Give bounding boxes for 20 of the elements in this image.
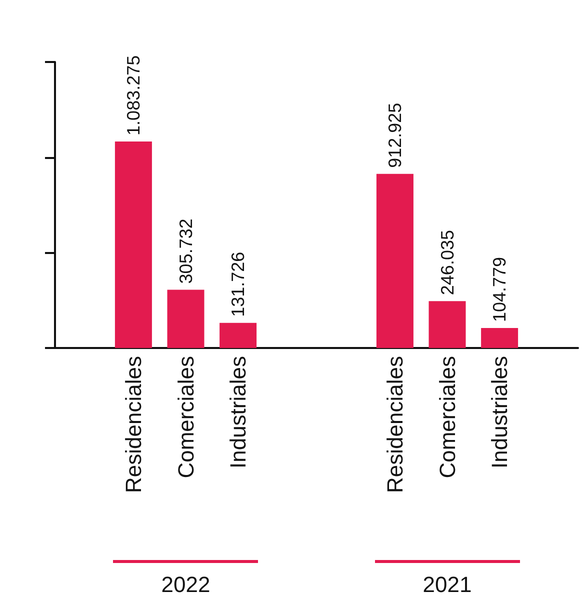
- bar: [428, 301, 466, 348]
- x-tick-label: Comerciales: [173, 356, 198, 478]
- x-tick-label: Comerciales: [434, 356, 460, 478]
- x-tick-label: Residenciales: [382, 356, 408, 493]
- bar: [167, 290, 204, 348]
- bar: [114, 141, 152, 348]
- text: 2021: [422, 572, 472, 598]
- bar: [481, 328, 518, 348]
- data-label: 131.726: [228, 252, 248, 317]
- x-tick-label: Residenciales: [120, 356, 146, 493]
- data-label: 104.779: [490, 256, 510, 322]
- bar: [220, 322, 257, 348]
- data-label: 246.035: [437, 230, 458, 296]
- text: 2022: [161, 572, 210, 598]
- bar: [376, 174, 414, 348]
- x-tick-label: Industriales: [487, 356, 512, 469]
- data-label: 305.732: [176, 218, 196, 284]
- x-tick-label: Industriales: [226, 356, 251, 469]
- data-label: 912.925: [384, 102, 405, 168]
- data-label: 1.083.275: [123, 55, 144, 136]
